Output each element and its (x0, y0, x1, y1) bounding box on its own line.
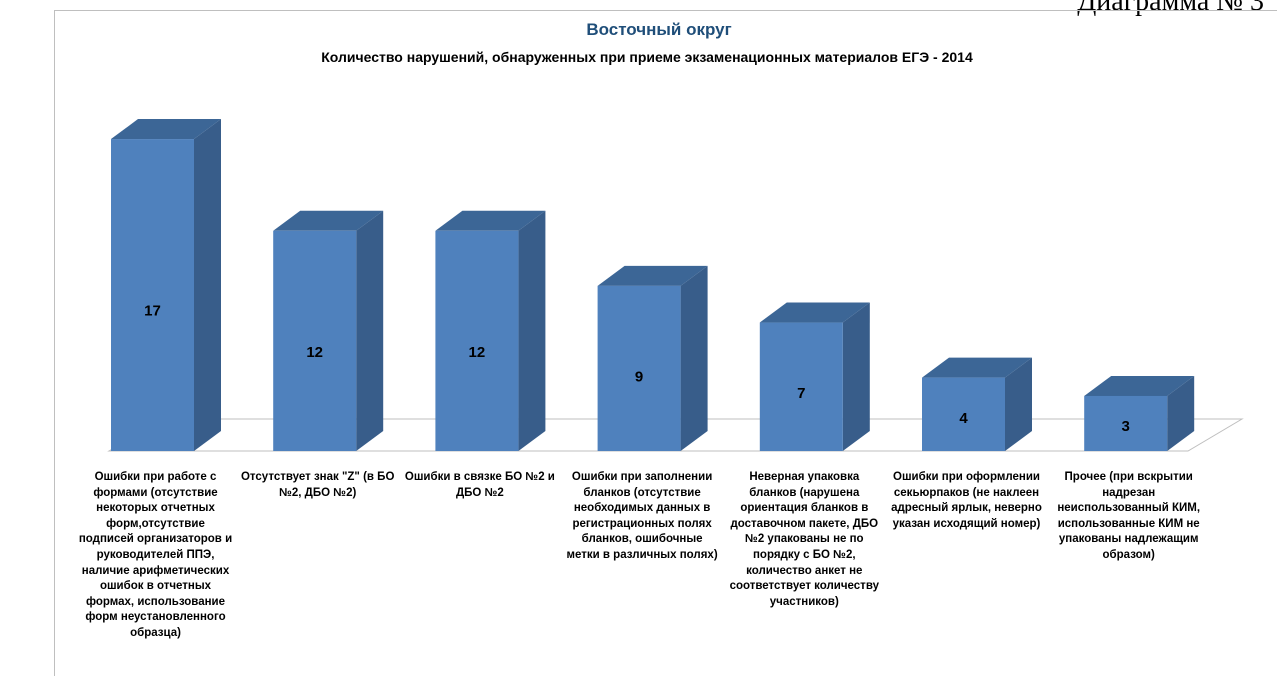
category-label: Ошибки при работе с формами (отсутствие … (78, 471, 233, 639)
bar-top (922, 357, 1032, 378)
chart-subtitle: Количество нарушений, обнаруженных при п… (321, 49, 973, 65)
bar-side (842, 302, 870, 451)
bar (1084, 395, 1168, 451)
bar-top (597, 265, 708, 286)
bar-top (273, 210, 384, 231)
bar-top (759, 302, 870, 323)
data-label: 12 (469, 344, 486, 361)
bar-side (356, 210, 384, 451)
bars: 17 12 12 9 7 4 3 (111, 119, 1195, 452)
bar-top (435, 210, 546, 231)
bar-top (111, 119, 221, 140)
bar (922, 377, 1005, 451)
chart-area: Восточный округ Количество нарушений, об… (54, 10, 1277, 676)
data-label: 12 (306, 344, 323, 361)
bar-side (518, 210, 546, 451)
category-label: Отсутствует знак "Z" (в БО №2, ДБО №2) (240, 471, 395, 499)
data-label: 3 (1122, 418, 1130, 435)
bar-top (1084, 375, 1195, 396)
chart-title: Восточный округ (586, 20, 731, 39)
bar (273, 230, 357, 451)
chart-plot: Восточный округ Количество нарушений, об… (107, 20, 1244, 452)
bar-side (1005, 357, 1032, 451)
bar-side (1167, 375, 1195, 451)
data-label: 9 (635, 369, 643, 386)
category-label: Ошибки при оформлении секьюрпаков (не на… (891, 471, 1042, 530)
bar (111, 139, 194, 452)
bar (597, 285, 681, 451)
data-label: 4 (959, 410, 968, 427)
category-label: Ошибки при заполнении бланков (отсутстви… (566, 471, 718, 561)
bar (435, 230, 519, 451)
data-label: 17 (144, 303, 161, 320)
category-label: Ошибки в связке БО №2 и ДБО №2 (404, 471, 555, 499)
category-label: Прочее (при вскрытии надрезан неиспользо… (1057, 471, 1201, 561)
bar-side (680, 265, 708, 451)
bar-side (194, 119, 221, 452)
data-label: 7 (797, 385, 805, 402)
category-label: Неверная упаковка бланков (нарушена орие… (729, 471, 879, 608)
bar (759, 322, 843, 451)
page-header: Диаграмма № 3 (1077, 0, 1264, 17)
